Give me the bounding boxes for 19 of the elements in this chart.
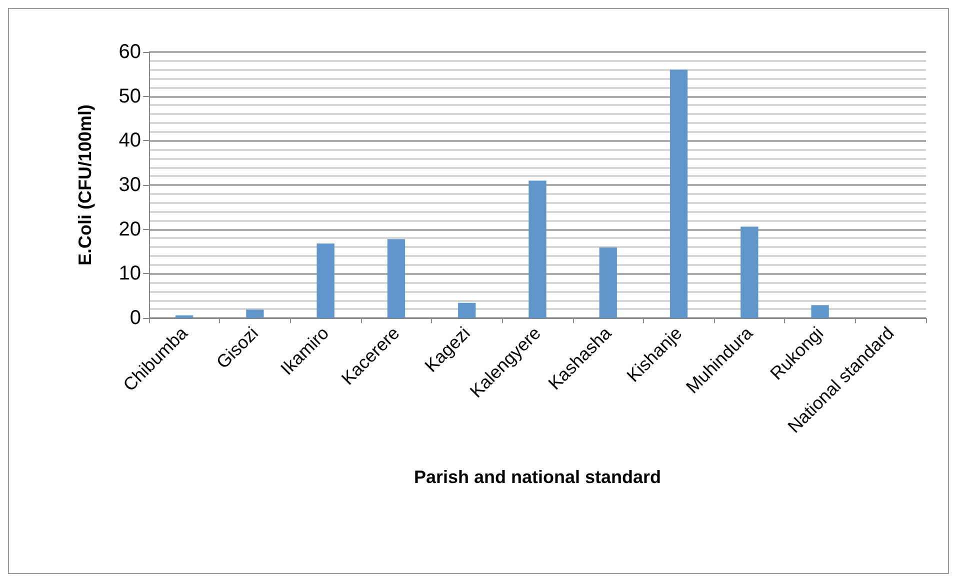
y-tick-label: 30 bbox=[118, 174, 141, 196]
bar bbox=[246, 310, 264, 318]
bar bbox=[811, 305, 829, 318]
bar bbox=[458, 302, 476, 318]
x-axis-title: Parish and national standard bbox=[414, 467, 662, 487]
bar bbox=[387, 239, 406, 318]
y-tick-label: 40 bbox=[118, 130, 141, 152]
bar bbox=[670, 70, 688, 318]
y-tick-label: 50 bbox=[118, 85, 141, 108]
bar bbox=[316, 244, 334, 318]
y-tick-label: 10 bbox=[118, 262, 141, 285]
bar bbox=[599, 248, 617, 318]
bar bbox=[740, 226, 758, 318]
y-tick-label: 60 bbox=[118, 41, 141, 63]
bar bbox=[528, 180, 546, 318]
bar bbox=[175, 315, 194, 318]
y-tick-label: 20 bbox=[118, 218, 141, 240]
y-tick-label: 0 bbox=[130, 307, 141, 329]
y-axis-title: E.Coli (CFU/100ml) bbox=[75, 104, 95, 266]
